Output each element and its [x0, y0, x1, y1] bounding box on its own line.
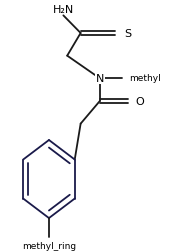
Text: methyl_ring: methyl_ring [22, 241, 76, 250]
Text: H₂N: H₂N [53, 5, 74, 15]
Text: O: O [135, 97, 144, 107]
Text: S: S [124, 29, 131, 39]
Text: N: N [96, 74, 104, 84]
Text: methyl: methyl [129, 73, 160, 82]
